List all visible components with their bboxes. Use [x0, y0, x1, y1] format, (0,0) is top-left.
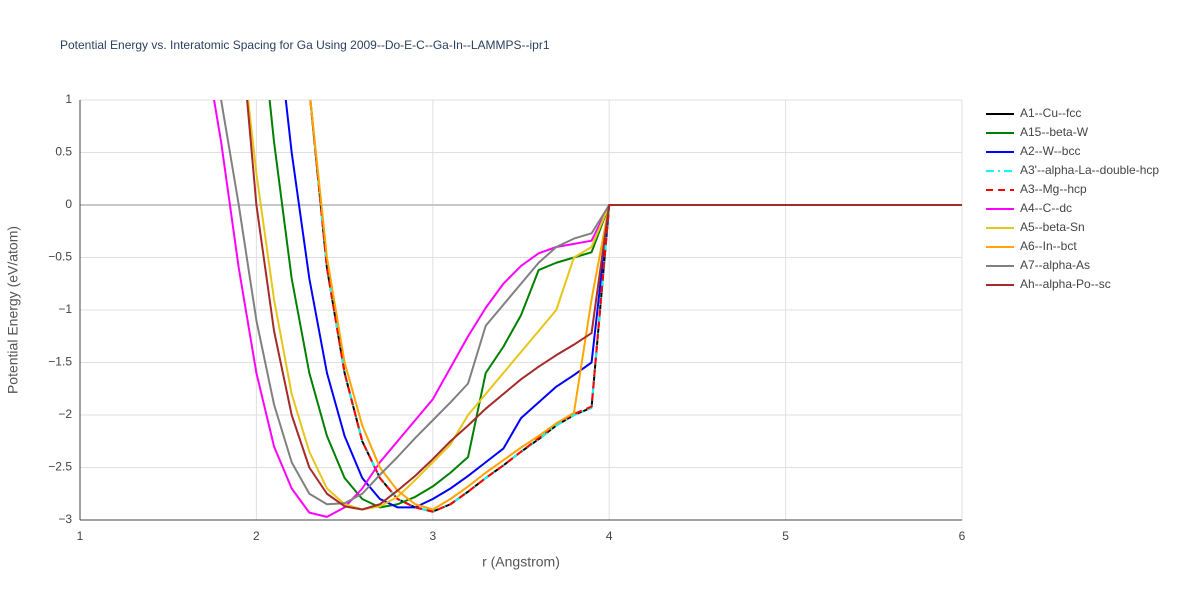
y-tick-label: −1 [58, 302, 72, 316]
y-tick-label: −0.5 [48, 250, 72, 264]
legend-label: A4--C--dc [1020, 201, 1072, 215]
y-tick-label: 0 [65, 197, 72, 211]
series-line [268, 100, 962, 509]
series-line [213, 100, 962, 518]
legend-label: A7--alpha-As [1020, 258, 1090, 272]
y-tick-label: 0.5 [55, 145, 72, 159]
legend-label: A6--In--bct [1020, 239, 1077, 253]
series-line [247, 100, 962, 511]
series-line [246, 100, 962, 511]
x-tick-label: 3 [429, 529, 436, 543]
legend-label: A3'--alpha-La--double-hcp [1020, 163, 1159, 177]
legend-label: A15--beta-W [1020, 125, 1089, 139]
series-line [309, 100, 962, 513]
x-tick-label: 4 [606, 529, 613, 543]
y-tick-label: −2 [58, 407, 72, 421]
legend-label: Ah--alpha-Po--sc [1020, 277, 1111, 291]
x-axis-title: r (Angstrom) [482, 554, 560, 570]
legend-label: A2--W--bcc [1020, 144, 1080, 158]
y-tick-label: −3 [58, 512, 72, 526]
x-tick-label: 2 [253, 529, 260, 543]
y-tick-label: −2.5 [48, 460, 72, 474]
y-tick-label: 1 [65, 92, 72, 106]
legend-label: A3--Mg--hcp [1020, 182, 1087, 196]
series-line [220, 100, 962, 506]
legend-label: A1--Cu--fcc [1020, 106, 1081, 120]
x-tick-label: 6 [959, 529, 966, 543]
plot-area [213, 100, 962, 518]
y-tick-label: −1.5 [48, 355, 72, 369]
legend: A1--Cu--fcc A15--beta-W A2--W--bcc A3'--alp… [986, 106, 1159, 291]
series-line [284, 100, 962, 509]
x-tick-label: 1 [77, 529, 84, 543]
grid: 1 2 3 4 5 6 1 0.5 0 −0.5 −1 −1.5 −2 −2.5 −3 [48, 92, 965, 543]
legend-label: A5--beta-Sn [1020, 220, 1085, 234]
x-tick-label: 5 [782, 529, 789, 543]
series-line [309, 100, 962, 511]
y-axis-title: Potential Energy (eV/atom) [5, 226, 21, 394]
chart-title: Potential Energy vs. Interatomic Spacing… [60, 38, 550, 52]
